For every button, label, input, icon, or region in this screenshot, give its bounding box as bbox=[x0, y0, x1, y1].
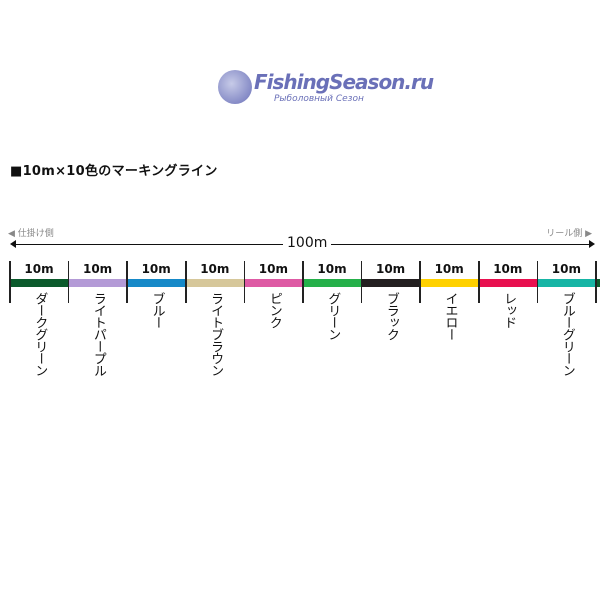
segment-length: 10m bbox=[82, 262, 113, 276]
watermark: FishingSeason.ru Рыболовный Сезон bbox=[218, 70, 434, 110]
segment-length: 10m bbox=[200, 262, 230, 276]
segment-length: 10m bbox=[24, 262, 54, 276]
segment-length: 10m bbox=[375, 262, 406, 276]
segment-length: 10m bbox=[258, 262, 288, 276]
segment-bar bbox=[185, 279, 245, 287]
segment-length: 10m bbox=[434, 262, 464, 276]
segment-tick bbox=[9, 261, 11, 303]
segment-color-name: グリーン bbox=[325, 292, 341, 340]
segment-length: 10m bbox=[141, 262, 171, 276]
segment-length: 10m bbox=[493, 262, 523, 276]
segment-tick bbox=[126, 261, 128, 303]
segment-tick bbox=[536, 261, 539, 303]
segment-color-name: ブルーグリーン bbox=[559, 292, 575, 376]
segment-color-name: ブルー bbox=[149, 292, 165, 328]
segment-color-name: ライトブラウン bbox=[208, 292, 224, 376]
segment-bar bbox=[244, 279, 304, 287]
segment-bar bbox=[68, 279, 128, 287]
segment-bar bbox=[537, 279, 597, 287]
segment-color-name: ブラック bbox=[383, 292, 399, 340]
segment-bar bbox=[10, 279, 70, 287]
arrowhead-left-icon bbox=[10, 240, 16, 248]
watermark-line2: Рыболовный Сезон bbox=[274, 94, 364, 104]
segment-bar bbox=[303, 279, 363, 287]
segment-length: 10m bbox=[317, 262, 347, 276]
segment-color-name: ライトパープル bbox=[90, 292, 106, 376]
diagram-title: ■10m×10色のマーキングライン bbox=[10, 164, 218, 179]
segment-tick bbox=[67, 261, 70, 303]
segment-tick bbox=[478, 261, 480, 303]
segment-bar bbox=[127, 279, 187, 287]
segment-color-name: レッド bbox=[501, 292, 517, 328]
segment-tick bbox=[595, 261, 597, 303]
segment-tick bbox=[360, 261, 363, 303]
segment-tick bbox=[419, 261, 421, 303]
segment-bar bbox=[596, 279, 600, 287]
segment-bar bbox=[361, 279, 421, 287]
segment-color-name: ピンク bbox=[266, 292, 282, 328]
segment-tick bbox=[185, 261, 187, 303]
reel-side-label: リール側 ▶ bbox=[546, 229, 592, 239]
segment-tick bbox=[302, 261, 304, 303]
segment-color-name: ダークグリーン bbox=[32, 292, 48, 376]
segment-bar bbox=[478, 279, 538, 287]
segment-tick bbox=[243, 261, 246, 303]
segment-color-name: イエロー bbox=[442, 292, 458, 340]
segment-bar bbox=[420, 279, 480, 287]
total-length-label: 100m bbox=[283, 235, 332, 251]
watermark-line1: FishingSeason.ru bbox=[254, 70, 434, 94]
arrowhead-right-icon bbox=[589, 240, 595, 248]
globe-logo-icon bbox=[218, 70, 252, 104]
segment-length: 10m bbox=[551, 262, 581, 276]
tackle-side-label: ◀ 仕掛け側 bbox=[8, 229, 54, 239]
